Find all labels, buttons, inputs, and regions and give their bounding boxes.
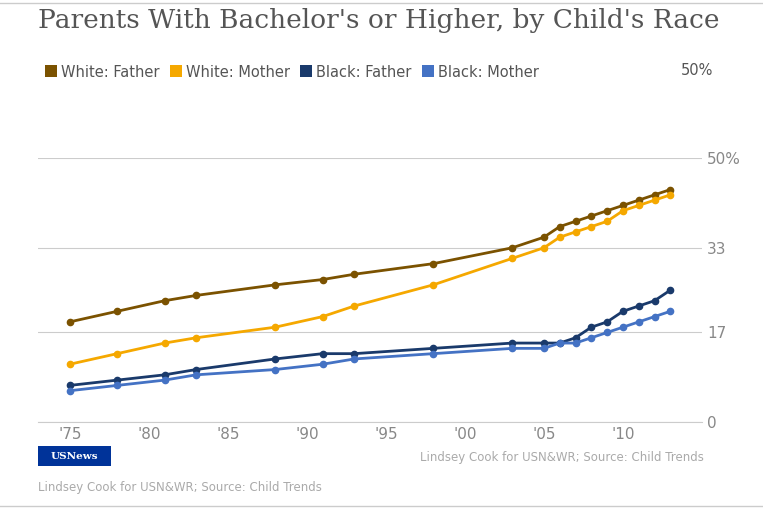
- Text: Lindsey Cook for USN&WR; Source: Child Trends: Lindsey Cook for USN&WR; Source: Child T…: [38, 480, 322, 494]
- Text: USNews: USNews: [50, 451, 98, 461]
- Text: Parents With Bachelor's or Higher, by Child's Race: Parents With Bachelor's or Higher, by Ch…: [38, 8, 720, 33]
- Legend: White: Father, White: Mother, Black: Father, Black: Mother: White: Father, White: Mother, Black: Fat…: [46, 65, 539, 79]
- Text: Lindsey Cook for USN&WR; Source: Child Trends: Lindsey Cook for USN&WR; Source: Child T…: [420, 450, 703, 464]
- Text: 50%: 50%: [681, 63, 713, 78]
